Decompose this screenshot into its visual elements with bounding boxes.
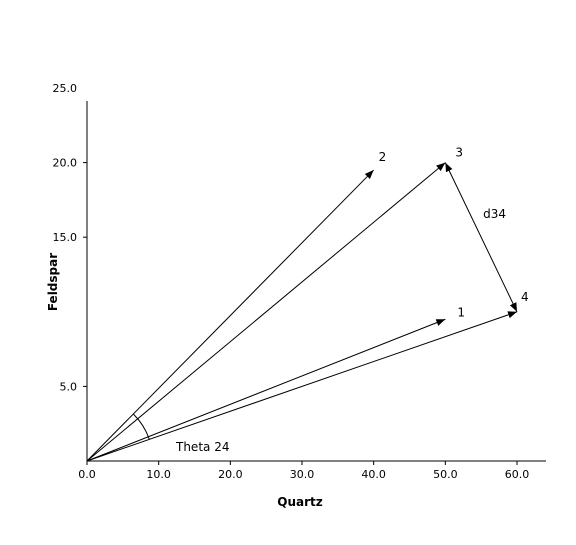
vectors xyxy=(86,162,518,462)
vector-label-2: 2 xyxy=(379,150,387,164)
x-tick-label: 20.0 xyxy=(218,468,243,481)
vector-label-4: 4 xyxy=(521,290,529,304)
vector-2 xyxy=(86,169,375,462)
angle-arc-theta24 xyxy=(132,413,150,440)
vector-1 xyxy=(86,318,446,462)
vector-label-1: 1 xyxy=(457,305,465,319)
x-tick-label: 60.0 xyxy=(505,468,530,481)
y-axis-title: Feldspar xyxy=(46,253,60,311)
y-tick-label: 5.0 xyxy=(60,380,78,393)
x-tick-label: 0.0 xyxy=(78,468,96,481)
x-tick-label: 40.0 xyxy=(361,468,386,481)
x-tick-label: 30.0 xyxy=(290,468,315,481)
vector-3 xyxy=(86,162,446,462)
y-tick-label: 15.0 xyxy=(53,231,78,244)
x-tick-label: 50.0 xyxy=(433,468,458,481)
axes: 0.0 10.0 20.0 30.0 40.0 50.0 60.0 5.0 15.0 20.0 25… xyxy=(46,82,546,509)
difference-vector-d34 xyxy=(444,162,518,313)
vector-4 xyxy=(86,311,518,462)
x-tick-label: 10.0 xyxy=(146,468,171,481)
angle-label: Theta 24 xyxy=(175,440,229,454)
y-tick-label: 25.0 xyxy=(53,82,78,95)
labels: 1 2 3 4 d34 Theta 24 xyxy=(175,146,529,454)
difference-vector-label: d34 xyxy=(483,207,506,221)
y-tick-label: 20.0 xyxy=(53,157,78,170)
vector-label-3: 3 xyxy=(455,146,463,160)
x-axis-title: Quartz xyxy=(277,495,322,509)
